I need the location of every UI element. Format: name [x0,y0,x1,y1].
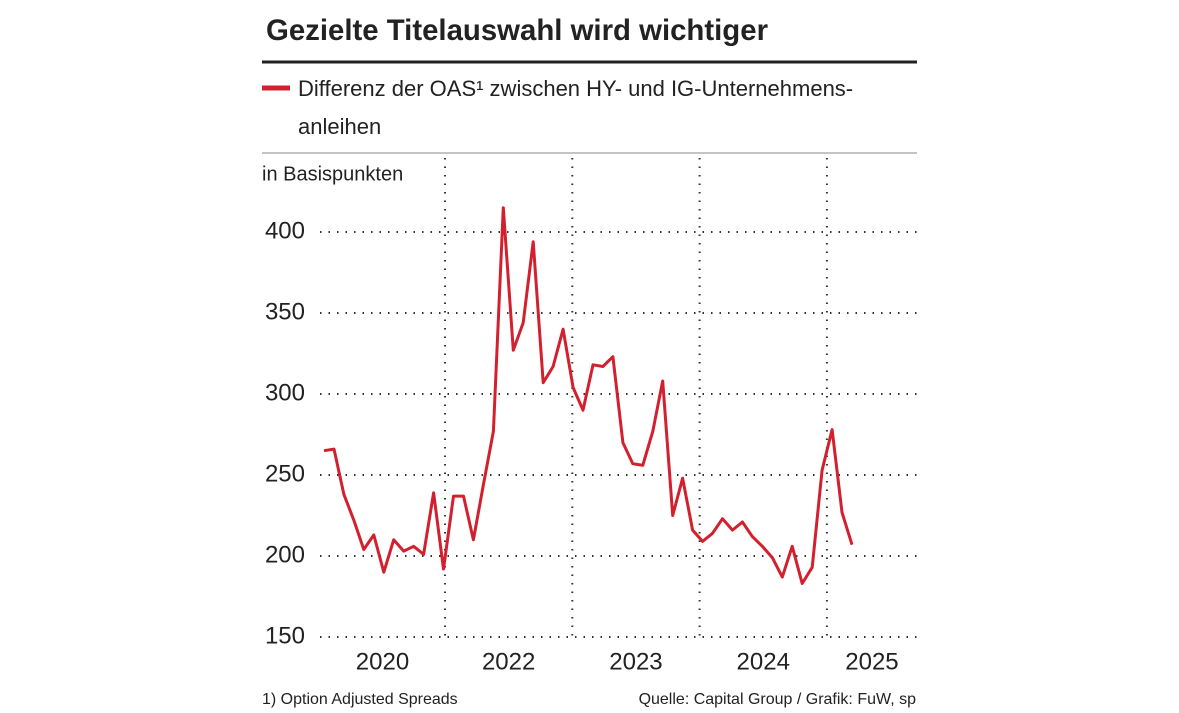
source: Quelle: Capital Group / Grafik: FuW, sp [639,691,917,708]
series-line [323,206,854,585]
y-axis-label: in Basispunkten [262,163,403,185]
x-tick-label: 2024 [737,648,790,675]
legend-entry: Differenz der OAS¹ zwischen HY- und IG-U… [298,76,854,139]
y-tick-label: 250 [265,460,305,487]
y-tick-label: 350 [265,298,305,325]
footnote: 1) Option Adjusted Spreads [262,691,458,708]
x-tick-label: 2023 [609,648,662,675]
x-tick-label: 2020 [356,648,409,675]
y-tick-label: 150 [265,622,305,649]
chart-title: Gezielte Titelauswahl wird wichtiger [266,14,768,47]
y-tick-label: 200 [265,541,305,568]
x-tick-label: 2025 [845,648,898,675]
x-tick-label: 2022 [482,648,535,675]
y-tick-label: 300 [265,379,305,406]
y-tick-label: 400 [265,217,305,244]
